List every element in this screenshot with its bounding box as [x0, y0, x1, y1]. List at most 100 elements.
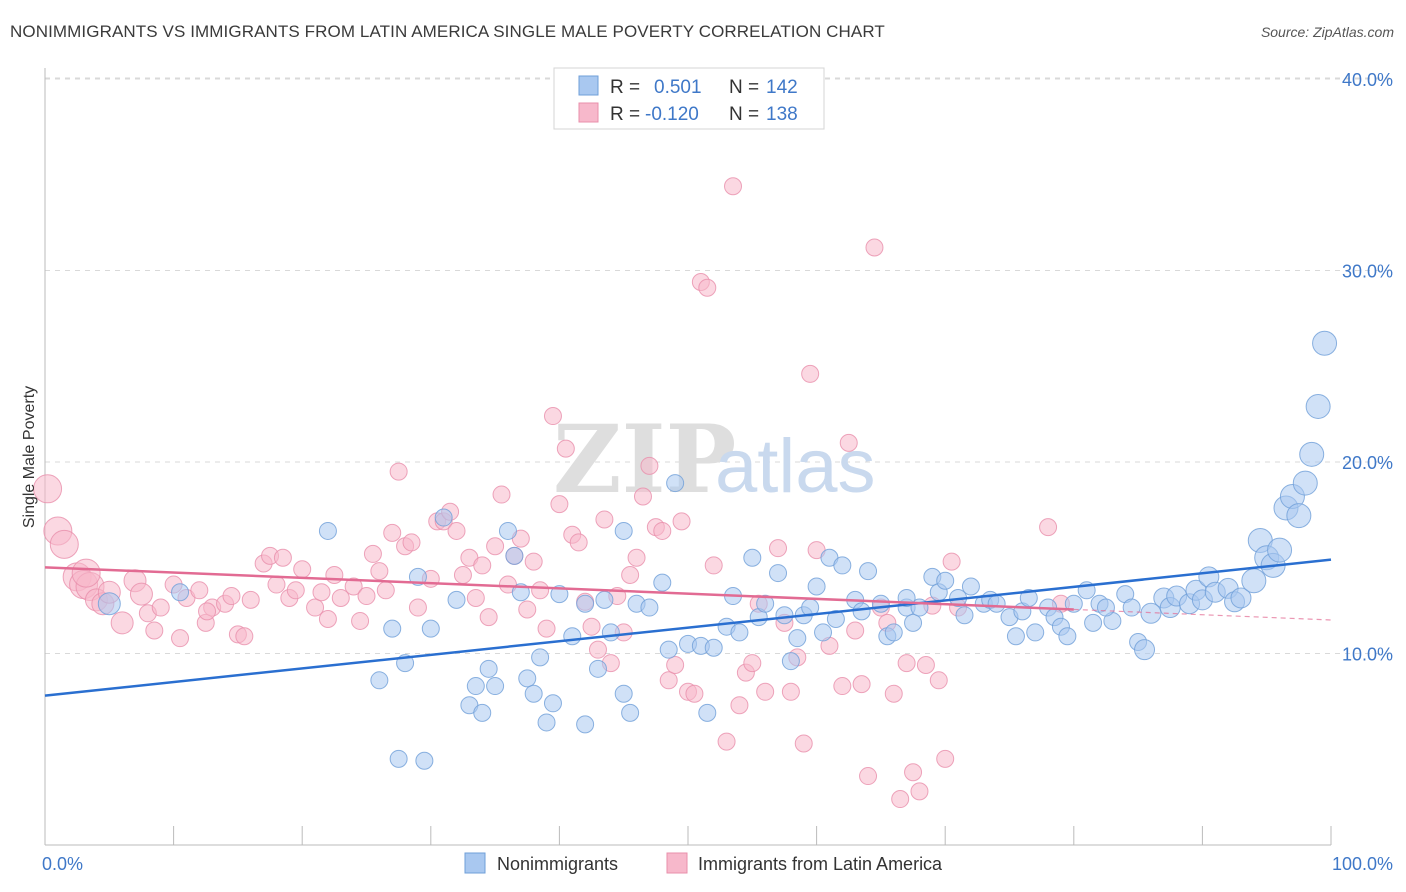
nonimmigrants-trend-line: [44, 558, 1332, 697]
immigrants-point: [621, 565, 640, 584]
immigrants-point: [595, 510, 614, 529]
immigrants-point: [724, 177, 743, 196]
immigrants-point: [171, 629, 190, 648]
immigrants-point: [49, 529, 79, 559]
bottom-legend-label-immigrants: Immigrants from Latin America: [698, 854, 943, 874]
nonimmigrants-point: [756, 594, 775, 613]
immigrants-point: [402, 533, 421, 552]
immigrants-point: [389, 462, 408, 481]
nonimmigrants-point: [434, 508, 453, 527]
nonimmigrants-point: [1026, 623, 1045, 642]
immigrants-point: [569, 533, 588, 552]
legend-r-label-pink: R =: [610, 104, 640, 125]
y-tick-label: 40.0%: [1342, 70, 1393, 90]
y-tick-label: 30.0%: [1342, 262, 1393, 282]
nonimmigrants-point: [531, 648, 550, 667]
nonimmigrants-point: [1096, 598, 1115, 617]
immigrants-point: [743, 654, 762, 673]
immigrants-point: [582, 617, 601, 636]
legend-box: R = 0.501 N = 142 R = -0.120 N = 138: [553, 67, 825, 130]
nonimmigrants-point: [498, 521, 517, 540]
nonimmigrants-point: [595, 590, 614, 609]
nonimmigrants-point: [659, 640, 678, 659]
immigrants-point: [781, 682, 800, 701]
immigrants-point: [312, 583, 331, 602]
nonimmigrants-point: [1140, 602, 1162, 624]
nonimmigrants-point: [1064, 594, 1083, 613]
immigrants-point: [293, 560, 312, 579]
y-tick-label: 10.0%: [1342, 645, 1393, 665]
nonimmigrants-point: [936, 571, 955, 590]
legend-swatch-blue: [578, 75, 599, 96]
x-tick-label: 100.0%: [1332, 854, 1393, 874]
nonimmigrants-point: [859, 562, 878, 581]
immigrants-point: [306, 598, 325, 617]
immigrants-point: [351, 611, 370, 630]
immigrants-point: [756, 682, 775, 701]
nonimmigrants-points: [97, 330, 1338, 770]
immigrants-point: [447, 521, 466, 540]
immigrants-point: [198, 602, 217, 621]
trend-lines: [44, 558, 1332, 697]
immigrants-point: [344, 577, 363, 596]
legend-n-value-pink: 138: [766, 104, 798, 125]
immigrants-point: [550, 495, 569, 514]
immigrants-point: [627, 548, 646, 567]
immigrants-point: [897, 654, 916, 673]
immigrants-point: [486, 537, 505, 556]
nonimmigrants-point: [383, 619, 402, 638]
immigrants-point: [936, 749, 955, 768]
immigrants-point: [884, 684, 903, 703]
nonimmigrants-point: [769, 564, 788, 583]
watermark: ZIP atlas: [553, 405, 876, 515]
nonimmigrants-point: [550, 585, 569, 604]
nonimmigrants-point: [1292, 470, 1318, 496]
immigrants-point: [633, 487, 652, 506]
immigrants-point: [145, 621, 164, 640]
immigrants-point: [794, 734, 813, 753]
nonimmigrants-point: [171, 583, 190, 602]
immigrants-point: [190, 581, 209, 600]
nonimmigrants-point: [1084, 613, 1103, 632]
nonimmigrants-point: [904, 613, 923, 632]
x-tick-labels: 0.0% 100.0%: [42, 854, 1393, 874]
immigrants-point: [453, 565, 472, 584]
nonimmigrants-point: [704, 638, 723, 657]
immigrants-point: [129, 582, 153, 606]
legend-r-value-pink: -0.120: [645, 104, 699, 125]
immigrants-point: [110, 611, 134, 635]
immigrants-point: [267, 575, 286, 594]
chart-source: Source: ZipAtlas.com: [1260, 24, 1394, 40]
immigrants-point: [537, 619, 556, 638]
immigrants-point: [318, 610, 337, 629]
nonimmigrants-point: [1006, 627, 1025, 646]
immigrants-point: [769, 539, 788, 558]
nonimmigrants-point: [614, 521, 633, 540]
immigrants-trend-extension: [1073, 608, 1332, 621]
immigrants-point: [891, 790, 910, 809]
immigrants-point: [640, 456, 659, 475]
nonimmigrants-point: [408, 567, 427, 586]
nonimmigrants-point: [576, 715, 595, 734]
immigrants-point: [666, 655, 685, 674]
nonimmigrants-point: [518, 669, 537, 688]
immigrants-point: [942, 552, 961, 571]
immigrants-point: [71, 558, 101, 588]
immigrants-point: [698, 278, 717, 297]
nonimmigrants-point: [826, 610, 845, 629]
nonimmigrants-point: [1267, 537, 1293, 563]
immigrants-point: [852, 675, 871, 694]
nonimmigrants-point: [871, 594, 890, 613]
nonimmigrants-point: [1134, 639, 1156, 661]
legend-n-value-blue: 142: [766, 77, 798, 98]
immigrants-point: [331, 588, 350, 607]
immigrants-point: [33, 474, 63, 504]
nonimmigrants-point: [640, 598, 659, 617]
immigrants-point: [916, 655, 935, 674]
nonimmigrants-point: [884, 623, 903, 642]
bottom-legend-label-nonimmigrants: Nonimmigrants: [497, 854, 618, 874]
immigrants-point: [479, 608, 498, 627]
chart-title: NONIMMIGRANTS VS IMMIGRANTS FROM LATIN A…: [10, 22, 885, 41]
nonimmigrants-point: [833, 556, 852, 575]
